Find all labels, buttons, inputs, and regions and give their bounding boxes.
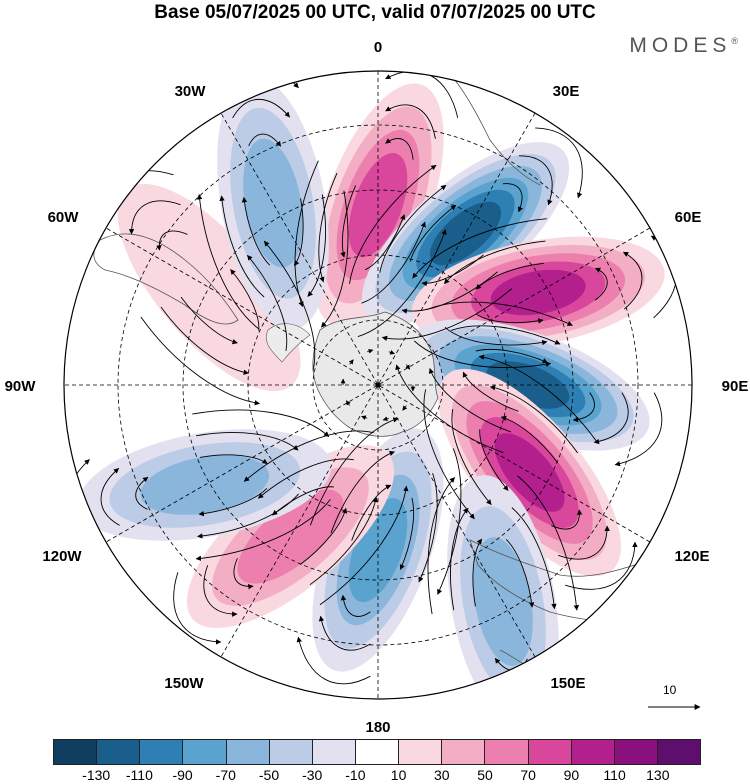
colorbar-bin	[529, 740, 572, 764]
colorbar-tick-label: -10	[345, 768, 365, 783]
colorbar-bin	[183, 740, 226, 764]
lon-label-90e: 90E	[722, 378, 749, 395]
colorbar-bin	[615, 740, 658, 764]
colorbar	[53, 739, 701, 765]
colorbar-tick-label: 90	[564, 768, 580, 783]
colorbar-bin	[658, 740, 700, 764]
colorbar-tick-label: -70	[216, 768, 236, 783]
colorbar-tick-label: -110	[126, 768, 153, 783]
south-pole-marker	[376, 383, 381, 388]
colorbar-bin	[399, 740, 442, 764]
lon-label-60w: 60W	[48, 209, 80, 226]
lon-label-90w: 90W	[5, 378, 37, 395]
colorbar-bin	[572, 740, 615, 764]
lon-label-30w: 30W	[175, 83, 207, 100]
streamline	[486, 678, 545, 711]
lon-label-60e: 60E	[675, 209, 702, 226]
colorbar-bin	[356, 740, 399, 764]
lon-label-150e: 150E	[550, 675, 585, 692]
colorbar-bin	[227, 740, 270, 764]
lon-label-30e: 30E	[553, 83, 580, 100]
colorbar-tick-label: 50	[477, 768, 493, 783]
colorbar-bin	[270, 740, 313, 764]
colorbar-bin	[140, 740, 183, 764]
lon-label-0: 0	[374, 39, 382, 56]
lon-label-180: 180	[365, 719, 390, 736]
colorbar-tick-label: 110	[603, 768, 625, 783]
colorbar-tick-label: 70	[520, 768, 536, 783]
colorbar-tick-label: -50	[259, 768, 279, 783]
colorbar-tick-label: 130	[646, 768, 669, 783]
colorbar-tick-label: 30	[434, 768, 450, 783]
colorbar-bin	[442, 740, 485, 764]
lon-label-120w: 120W	[42, 548, 82, 565]
lon-label-150w: 150W	[164, 675, 204, 692]
colorbar-tick-label: -30	[302, 768, 322, 783]
colorbar-bin	[313, 740, 356, 764]
colorbar-tick-label: 10	[391, 768, 407, 783]
colorbar-tick-label: -90	[172, 768, 192, 783]
colorbar-ticks: -130 -110 -90 -70 -50 -30 -10 10 30 50 70 90 110 130	[53, 768, 701, 784]
reference-vector-label: 10	[663, 683, 676, 697]
colorbar-bin	[97, 740, 140, 764]
lon-label-120e: 120E	[674, 548, 709, 565]
colorbar-tick-label: -130	[82, 768, 110, 783]
shaded-field	[58, 57, 700, 747]
colorbar-bin	[485, 740, 528, 764]
colorbar-bin	[54, 740, 97, 764]
